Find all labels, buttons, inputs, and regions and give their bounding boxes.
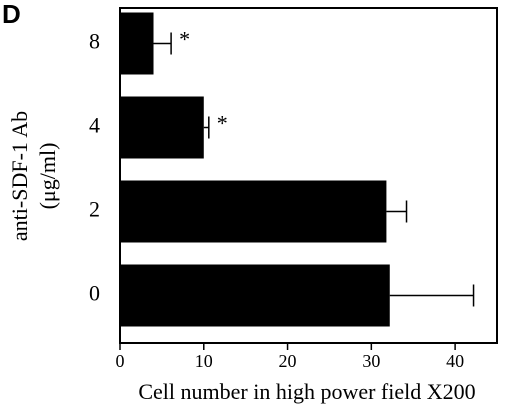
- x-tick-label: 0: [116, 351, 125, 371]
- y-tick-label: 8: [89, 29, 100, 54]
- x-tick-label: 10: [195, 351, 213, 371]
- y-axis-label: (μg/ml): [35, 143, 60, 210]
- significance-marker: *: [179, 27, 190, 52]
- panel-label: D: [2, 0, 21, 29]
- bar: [120, 180, 387, 243]
- bar: [120, 96, 204, 159]
- y-tick-label: 2: [89, 197, 100, 222]
- x-tick-label: 20: [279, 351, 297, 371]
- bar: [120, 12, 154, 75]
- y-tick-label: 0: [89, 281, 100, 306]
- significance-marker: *: [217, 111, 228, 136]
- x-tick-label: 40: [446, 351, 464, 371]
- x-tick-label: 30: [362, 351, 380, 371]
- y-axis-label: anti-SDF-1 Ab: [7, 111, 32, 241]
- y-tick-label: 4: [89, 113, 100, 138]
- bar: [120, 264, 390, 327]
- x-axis-label: Cell number in high power field X200: [138, 379, 475, 404]
- plot-frame: [119, 7, 498, 344]
